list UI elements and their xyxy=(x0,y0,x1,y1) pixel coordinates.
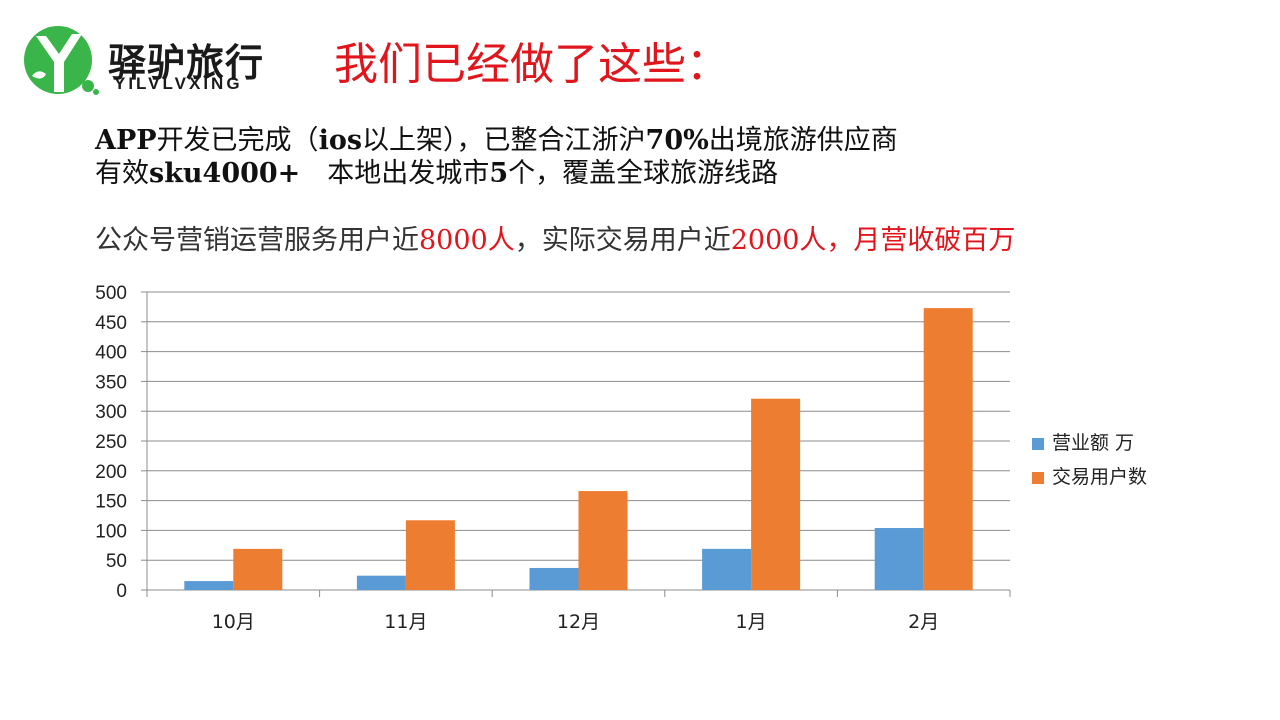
bar-users xyxy=(578,491,628,590)
chart-bars xyxy=(184,308,973,590)
y-tick-label: 250 xyxy=(95,432,127,453)
text-8000-users: 8000人 xyxy=(419,225,515,256)
text-revenue: ，月营收破百万 xyxy=(826,225,1016,256)
bar-revenue xyxy=(356,575,406,590)
achievement-line-3: 公众号营销运营服务用户近8000人，实际交易用户近2000人，月营收破百万 xyxy=(95,218,1015,257)
text-city-count: 5 xyxy=(489,158,509,189)
y-tick-label: 50 xyxy=(106,551,127,572)
bar-users xyxy=(751,398,801,590)
text-public-account: 公众号营销运营服务用户近 xyxy=(95,225,419,256)
bar-users xyxy=(233,548,283,590)
legend-swatch-orange-icon xyxy=(1032,471,1044,484)
legend-label-revenue: 营业额 万 xyxy=(1052,432,1135,454)
brand-logo: 驿驴旅行 YILVLVXING xyxy=(22,22,292,102)
y-tick-label: 350 xyxy=(95,372,127,393)
y-tick-label: 300 xyxy=(95,402,127,423)
legend-item-revenue: 营业额 万 xyxy=(1032,428,1134,455)
text-app-done: 开发已完成（ xyxy=(156,125,319,156)
y-tick-label: 150 xyxy=(95,492,127,513)
text-cities: 本地出发城市 xyxy=(300,158,490,189)
text-suppliers: 出境旅游供应商 xyxy=(708,125,898,156)
bar-users xyxy=(923,308,973,590)
y-tick-label: 400 xyxy=(95,343,127,364)
bar-chart: 0 50 100 150 200 250 300 350 400 450 500 10月 11月 12月… xyxy=(95,283,1011,633)
legend-label-users: 交易用户数 xyxy=(1052,466,1148,488)
legend-item-users: 交易用户数 xyxy=(1032,462,1147,489)
text-coverage: 个，覆盖全球旅游线路 xyxy=(508,158,779,189)
y-tick-label: 0 xyxy=(116,581,127,602)
x-tick-label: 10月 xyxy=(212,611,255,633)
x-tick-label: 2月 xyxy=(908,611,939,633)
bar-users xyxy=(405,520,455,590)
text-app: APP xyxy=(95,125,157,156)
text-ios: ios xyxy=(318,125,363,156)
bar-revenue xyxy=(184,581,234,590)
chart-y-ticks: 0 50 100 150 200 250 300 350 400 450 500 xyxy=(95,283,127,602)
text-percent: 70% xyxy=(645,125,709,156)
bar-revenue xyxy=(874,528,924,590)
x-tick-label: 1月 xyxy=(736,611,767,633)
x-tick-label: 11月 xyxy=(384,611,427,633)
y-tick-label: 200 xyxy=(95,462,127,483)
logo-mark-icon xyxy=(24,26,99,95)
bar-revenue xyxy=(702,548,752,590)
achievement-line-1: APP开发已完成（ios以上架），已整合江浙沪70%出境旅游供应商 xyxy=(95,118,898,157)
text-integrated: 以上架），已整合江浙沪 xyxy=(362,125,646,156)
text-2000-users: 2000人 xyxy=(730,225,827,256)
text-valid: 有效 xyxy=(95,158,149,189)
x-tick-label: 12月 xyxy=(557,611,600,633)
text-actual-users: ，实际交易用户近 xyxy=(514,225,731,256)
brand-name-en: YILVLVXING xyxy=(114,74,243,93)
y-tick-label: 100 xyxy=(95,521,127,542)
text-sku: sku4000+ xyxy=(149,158,301,189)
slide-headline: 我们已经做了这些： xyxy=(334,39,730,90)
achievement-line-2: 有效sku4000+ 本地出发城市5个，覆盖全球旅游线路 xyxy=(95,151,778,190)
y-tick-label: 450 xyxy=(95,313,127,334)
brand-name-cn: 驿驴旅行 xyxy=(108,41,265,85)
y-tick-label: 500 xyxy=(95,283,127,304)
bar-revenue xyxy=(529,567,579,590)
chart-x-ticks: 10月 11月 12月 1月 2月 xyxy=(212,611,940,633)
legend-swatch-blue-icon xyxy=(1032,437,1044,450)
